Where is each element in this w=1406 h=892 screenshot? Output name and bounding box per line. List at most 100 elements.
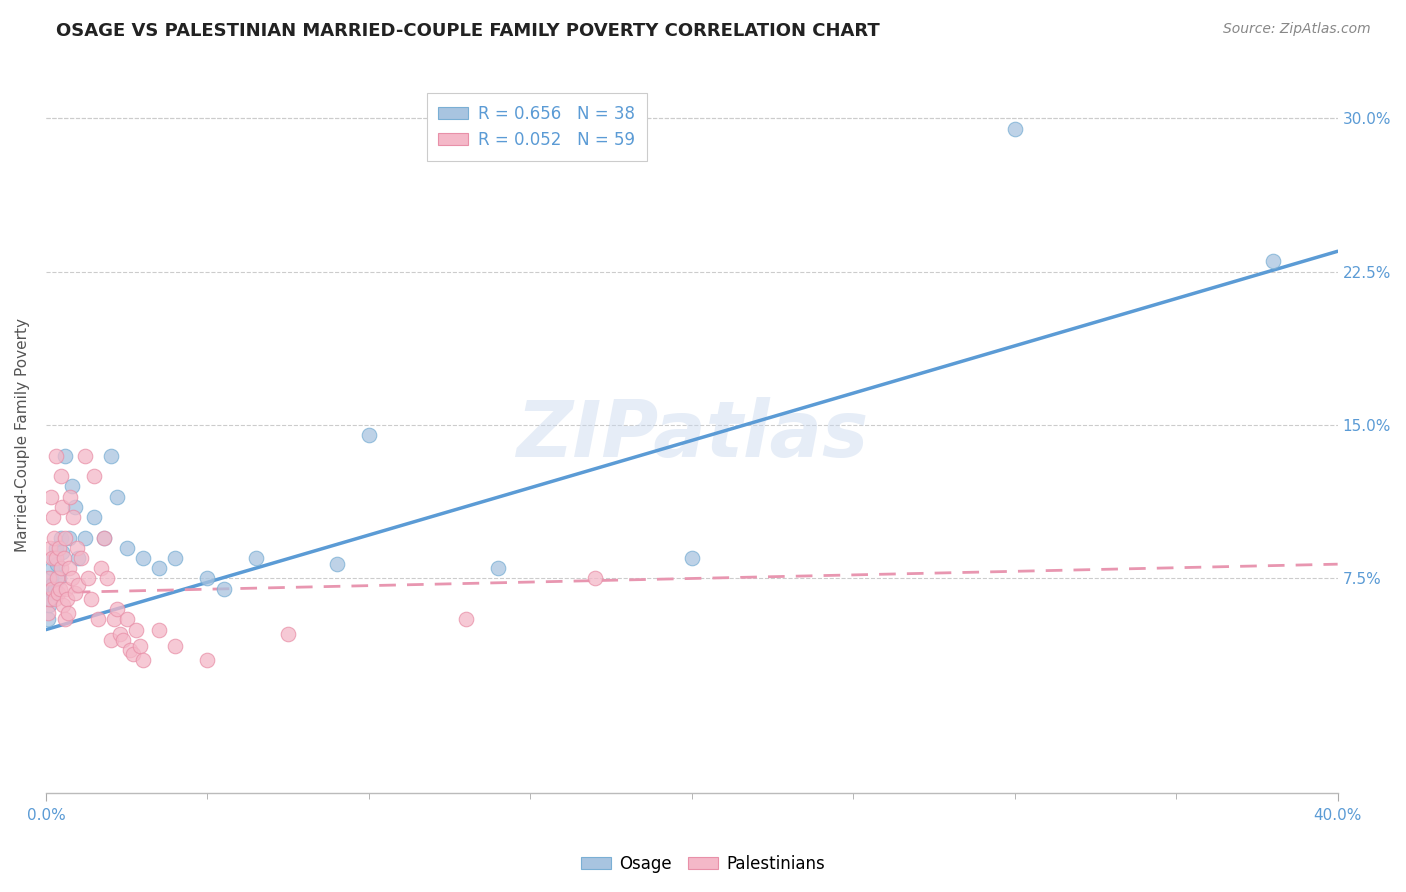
Point bbox=[96, 572, 118, 586]
Point bbox=[60, 572, 83, 586]
Point bbox=[37, 606, 59, 620]
Text: ZIPatlas: ZIPatlas bbox=[516, 397, 868, 474]
Point bbox=[77, 572, 100, 586]
Point bbox=[42, 586, 65, 600]
Point bbox=[67, 551, 90, 566]
Point bbox=[90, 561, 112, 575]
Point bbox=[1004, 121, 1026, 136]
Point bbox=[197, 572, 219, 586]
Point bbox=[93, 531, 115, 545]
Point bbox=[41, 561, 63, 575]
Point bbox=[49, 531, 72, 545]
Point bbox=[46, 586, 69, 600]
Point bbox=[128, 639, 150, 653]
Point bbox=[45, 541, 67, 555]
Point bbox=[53, 449, 76, 463]
Point bbox=[118, 643, 141, 657]
Point bbox=[38, 572, 60, 586]
Point bbox=[63, 586, 86, 600]
Point bbox=[115, 541, 138, 555]
Point bbox=[46, 572, 69, 586]
Point bbox=[38, 582, 60, 596]
Point bbox=[41, 582, 63, 596]
Point bbox=[45, 551, 67, 566]
Point bbox=[115, 612, 138, 626]
Point bbox=[55, 582, 77, 596]
Legend: Osage, Palestinians: Osage, Palestinians bbox=[574, 848, 832, 880]
Point bbox=[48, 572, 70, 586]
Point bbox=[148, 561, 170, 575]
Y-axis label: Married-Couple Family Poverty: Married-Couple Family Poverty bbox=[15, 318, 30, 552]
Text: Source: ZipAtlas.com: Source: ZipAtlas.com bbox=[1223, 22, 1371, 37]
Point bbox=[58, 531, 80, 545]
Point bbox=[38, 591, 60, 606]
Point bbox=[53, 612, 76, 626]
Point bbox=[45, 449, 67, 463]
Point bbox=[56, 591, 79, 606]
Point bbox=[125, 623, 148, 637]
Point bbox=[103, 612, 125, 626]
Point bbox=[39, 490, 62, 504]
Point bbox=[325, 557, 347, 571]
Point bbox=[67, 577, 90, 591]
Point bbox=[212, 582, 235, 596]
Point bbox=[93, 531, 115, 545]
Point bbox=[39, 572, 62, 586]
Point bbox=[100, 632, 122, 647]
Point bbox=[80, 591, 103, 606]
Point bbox=[454, 612, 477, 626]
Point bbox=[44, 591, 66, 606]
Point bbox=[52, 598, 75, 612]
Point bbox=[165, 551, 187, 566]
Point bbox=[132, 551, 155, 566]
Point bbox=[51, 545, 73, 559]
Point bbox=[48, 582, 70, 596]
Point bbox=[110, 626, 132, 640]
Legend: R = 0.656   N = 38, R = 0.052   N = 59: R = 0.656 N = 38, R = 0.052 N = 59 bbox=[426, 93, 647, 161]
Point bbox=[62, 510, 84, 524]
Point bbox=[83, 469, 105, 483]
Point bbox=[583, 572, 606, 586]
Point bbox=[357, 428, 380, 442]
Point bbox=[197, 653, 219, 667]
Point bbox=[63, 500, 86, 514]
Point bbox=[53, 531, 76, 545]
Point bbox=[112, 632, 135, 647]
Point bbox=[38, 591, 60, 606]
Point bbox=[48, 541, 70, 555]
Point bbox=[73, 449, 96, 463]
Point bbox=[486, 561, 509, 575]
Point bbox=[105, 490, 128, 504]
Point bbox=[165, 639, 187, 653]
Point bbox=[41, 551, 63, 566]
Point bbox=[105, 602, 128, 616]
Point bbox=[52, 551, 75, 566]
Point bbox=[148, 623, 170, 637]
Point bbox=[42, 510, 65, 524]
Point bbox=[51, 500, 73, 514]
Point bbox=[70, 551, 93, 566]
Point bbox=[86, 612, 108, 626]
Point bbox=[44, 582, 66, 596]
Point bbox=[51, 561, 73, 575]
Point bbox=[60, 479, 83, 493]
Point bbox=[56, 606, 79, 620]
Point bbox=[66, 541, 89, 555]
Point bbox=[73, 531, 96, 545]
Point bbox=[38, 541, 60, 555]
Point bbox=[83, 510, 105, 524]
Point bbox=[46, 557, 69, 571]
Point bbox=[58, 561, 80, 575]
Point bbox=[37, 612, 59, 626]
Text: OSAGE VS PALESTINIAN MARRIED-COUPLE FAMILY POVERTY CORRELATION CHART: OSAGE VS PALESTINIAN MARRIED-COUPLE FAMI… bbox=[56, 22, 880, 40]
Point bbox=[59, 490, 82, 504]
Point bbox=[100, 449, 122, 463]
Point bbox=[49, 469, 72, 483]
Point bbox=[132, 653, 155, 667]
Point bbox=[245, 551, 267, 566]
Point bbox=[681, 551, 703, 566]
Point bbox=[277, 626, 299, 640]
Point bbox=[41, 577, 63, 591]
Point bbox=[38, 598, 60, 612]
Point bbox=[42, 531, 65, 545]
